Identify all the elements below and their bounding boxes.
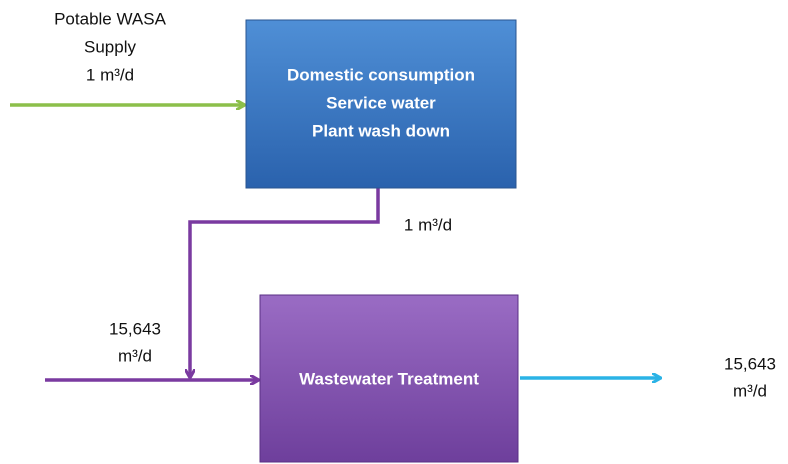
flow-label: 1 m³/d bbox=[86, 65, 134, 84]
node-label: Wastewater Treatment bbox=[299, 369, 479, 388]
flow-label: 15,643 bbox=[109, 319, 161, 338]
discharge-arrow bbox=[190, 188, 380, 377]
node-label: Service water bbox=[326, 93, 436, 112]
box bbox=[259, 294, 519, 463]
domestic-box: Domestic consumption Service water Plant… bbox=[245, 19, 517, 189]
flow-label: m³/d bbox=[733, 381, 767, 400]
node-label: Plant wash down bbox=[312, 121, 450, 140]
flow-label: m³/d bbox=[118, 346, 152, 365]
flow-label: Potable WASA bbox=[54, 9, 166, 28]
node-label: Domestic consumption bbox=[287, 65, 475, 84]
flow-label: 1 m³/d bbox=[404, 215, 452, 234]
treatment-box: Wastewater Treatment bbox=[259, 294, 519, 463]
box bbox=[245, 19, 517, 189]
flow-label: Supply bbox=[84, 37, 136, 56]
flow-label: 15,643 bbox=[724, 354, 776, 373]
